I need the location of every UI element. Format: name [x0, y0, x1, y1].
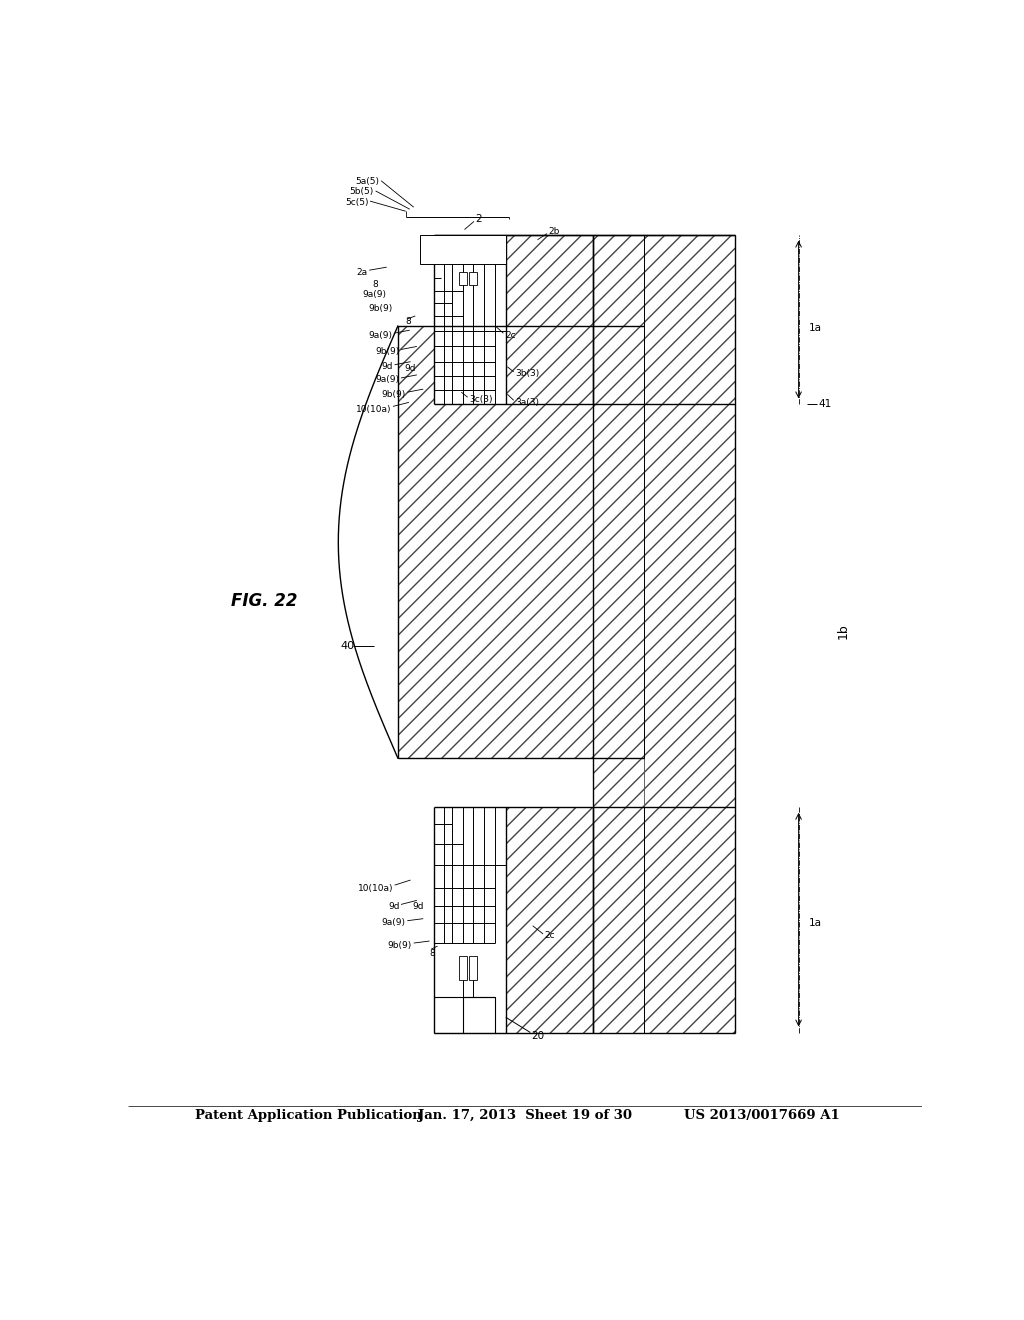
- Text: 9d: 9d: [412, 902, 424, 911]
- Text: US 2013/0017669 A1: US 2013/0017669 A1: [684, 1109, 840, 1122]
- Text: 5a(5): 5a(5): [355, 177, 380, 186]
- Text: 9b(9): 9b(9): [368, 305, 392, 313]
- Bar: [469, 956, 477, 979]
- Text: 2c: 2c: [545, 932, 555, 940]
- Text: 9a(9): 9a(9): [376, 375, 399, 384]
- Text: Jan. 17, 2013  Sheet 19 of 30: Jan. 17, 2013 Sheet 19 of 30: [418, 1109, 632, 1122]
- Text: 9a(9): 9a(9): [361, 290, 386, 300]
- Bar: [644, 235, 735, 1032]
- Text: 10(10a): 10(10a): [356, 405, 391, 414]
- Text: 10(10a): 10(10a): [357, 883, 393, 892]
- Text: 5c(5): 5c(5): [345, 198, 369, 207]
- Text: 9d: 9d: [404, 364, 416, 374]
- Text: 3b(3): 3b(3): [515, 370, 540, 379]
- Text: 1a: 1a: [809, 917, 822, 928]
- Text: 9b(9): 9b(9): [388, 941, 412, 949]
- Text: 9a(9): 9a(9): [369, 331, 392, 339]
- Text: 40: 40: [341, 642, 354, 651]
- Bar: [433, 807, 506, 1032]
- Bar: [397, 326, 644, 758]
- Text: 9a(9): 9a(9): [382, 919, 406, 927]
- Text: Patent Application Publication: Patent Application Publication: [196, 1109, 422, 1122]
- Text: 9b(9): 9b(9): [382, 389, 406, 399]
- Text: 9d: 9d: [388, 902, 399, 911]
- Text: 2a: 2a: [356, 268, 368, 277]
- Text: 8: 8: [373, 280, 378, 289]
- Text: 20: 20: [531, 1031, 545, 1040]
- Text: 2b: 2b: [549, 227, 560, 236]
- Text: 8: 8: [430, 949, 435, 958]
- Bar: [506, 235, 644, 404]
- Text: 5b(5): 5b(5): [350, 187, 374, 197]
- Text: 9b(9): 9b(9): [375, 347, 399, 356]
- Text: 1a: 1a: [809, 323, 822, 333]
- Bar: [459, 956, 467, 979]
- Bar: [469, 272, 477, 285]
- Bar: [506, 807, 644, 1032]
- Bar: [593, 235, 644, 1032]
- Bar: [420, 235, 506, 264]
- Text: 2c: 2c: [505, 331, 516, 339]
- Bar: [459, 272, 467, 285]
- Text: 2: 2: [475, 214, 482, 224]
- Text: FIG. 22: FIG. 22: [231, 591, 298, 610]
- Text: 3c(3): 3c(3): [469, 395, 493, 404]
- Text: 41: 41: [818, 400, 831, 409]
- Bar: [433, 235, 506, 404]
- Text: 1b: 1b: [837, 623, 850, 639]
- Text: 8: 8: [406, 317, 412, 326]
- Text: 9d: 9d: [382, 362, 393, 371]
- Text: 3a(3): 3a(3): [515, 397, 540, 407]
